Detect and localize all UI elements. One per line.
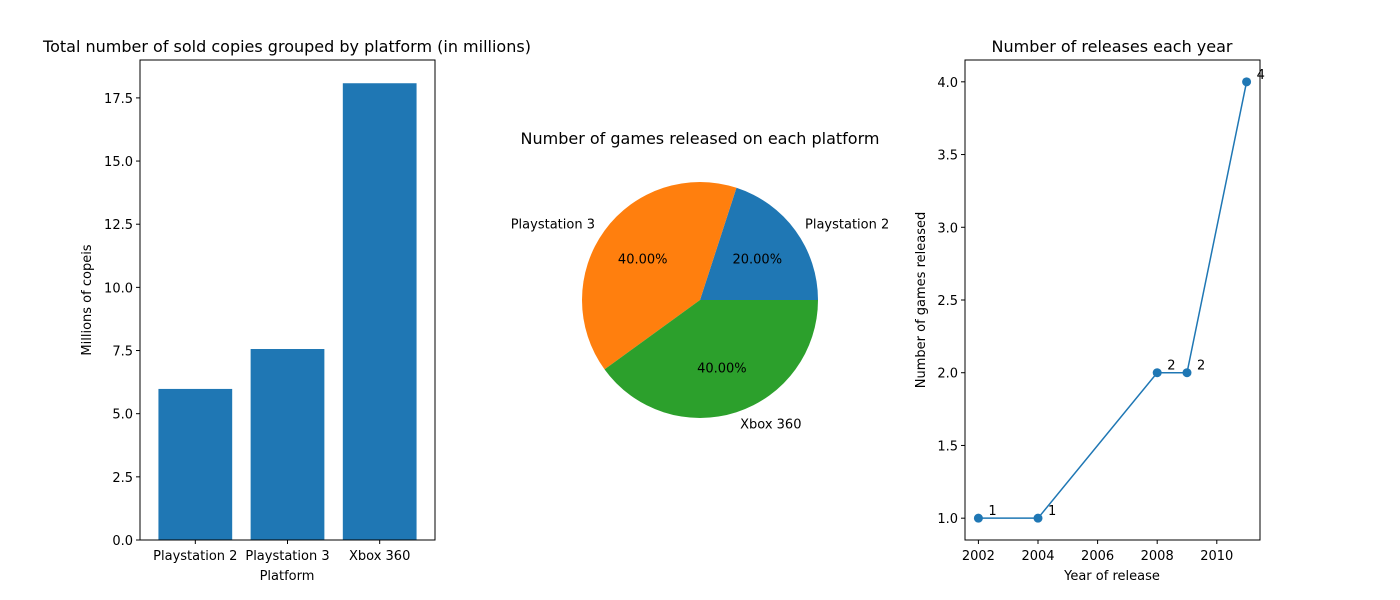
y-tick-label: 1.5	[937, 439, 958, 454]
bar-axes-frame	[139, 59, 436, 541]
x-tick-label: 2004	[1021, 549, 1054, 564]
bar-x-ticks: Playstation 2 Playstation 3 Xbox 360	[153, 540, 410, 564]
x-tick-label: Xbox 360	[349, 549, 410, 564]
y-tick-label: 5.0	[112, 408, 133, 423]
y-tick-label: 2.0	[937, 367, 958, 382]
data-point	[1242, 77, 1252, 87]
y-tick-label: 15.0	[104, 155, 133, 170]
bar-y-axis-label: Millions of copeis	[80, 244, 95, 355]
line-x-ticks: 2002 2004 2006 2008 2010	[962, 540, 1233, 564]
y-tick-label: 2.5	[112, 471, 133, 486]
y-tick-label: 7.5	[112, 345, 133, 360]
bar	[158, 388, 233, 540]
pie-slice-percent: 20.00%	[732, 252, 782, 267]
bar-x-axis-label: Platform	[260, 569, 315, 584]
pie-slice-percent: 40.00%	[618, 252, 668, 267]
line-chart-title: Number of releases each year	[992, 37, 1233, 56]
data-point-label: 4	[1257, 68, 1265, 83]
y-tick-label: 0.0	[112, 534, 133, 549]
pie-chart: Number of games released on each platfor…	[511, 129, 890, 432]
bar-chart-title: Total number of sold copies grouped by p…	[42, 37, 531, 56]
x-tick-label: 2006	[1081, 549, 1114, 564]
bar-y-ticks: 0.0 2.5 5.0 7.5 10.0 12.5 15.0 17.5	[104, 92, 140, 549]
pie-slice	[581, 182, 737, 370]
y-tick-label: 4.0	[937, 76, 958, 91]
data-point	[1152, 368, 1162, 378]
line-y-axis-label: Number of games released	[914, 212, 929, 388]
line-y-ticks: 1.0 1.5 2.0 2.5 3.0 3.5 4.0	[937, 76, 965, 527]
x-tick-label: 2010	[1200, 549, 1233, 564]
pie-slice-label: Xbox 360	[740, 417, 801, 432]
y-tick-label: 17.5	[104, 92, 133, 107]
line-chart: Number of releases each year 1.0 1.5 2.0 2.…	[914, 37, 1265, 584]
pie-slice-label: Playstation 3	[511, 218, 595, 233]
y-tick-label: 3.5	[937, 149, 958, 164]
line-marks: 1 1 2 2 4	[973, 68, 1265, 523]
y-tick-label: 10.0	[104, 281, 133, 296]
y-tick-label: 3.0	[937, 221, 958, 236]
pie-marks: Playstation 2 20.00% Playstation 3 40.00% Xb…	[511, 182, 889, 432]
line-axes-frame	[964, 59, 1261, 541]
data-point-label: 1	[988, 504, 996, 519]
pie-chart-title: Number of games released on each platfor…	[521, 129, 880, 148]
x-tick-label: Playstation 2	[153, 549, 237, 564]
bar-marks	[158, 83, 417, 541]
data-point-label: 2	[1197, 359, 1205, 374]
pie-slice-label: Playstation 2	[805, 218, 889, 233]
data-point	[1182, 368, 1192, 378]
y-tick-label: 1.0	[937, 512, 958, 527]
x-tick-label: 2002	[962, 549, 995, 564]
series-line	[978, 81, 1248, 519]
pie-slice	[604, 300, 818, 418]
data-point-label: 1	[1048, 504, 1056, 519]
y-tick-label: 12.5	[104, 218, 133, 233]
data-point	[1033, 513, 1043, 523]
pie-slice-percent: 40.00%	[697, 361, 747, 376]
x-tick-label: Playstation 3	[245, 549, 329, 564]
line-x-axis-label: Year of release	[1063, 569, 1160, 584]
bar	[342, 83, 417, 541]
y-tick-label: 2.5	[937, 294, 958, 309]
bar-chart: Total number of sold copies grouped by p…	[42, 37, 531, 584]
pie-slice	[700, 187, 818, 300]
data-point-label: 2	[1167, 359, 1175, 374]
bar	[250, 349, 325, 540]
x-tick-label: 2008	[1141, 549, 1174, 564]
data-point	[973, 513, 983, 523]
